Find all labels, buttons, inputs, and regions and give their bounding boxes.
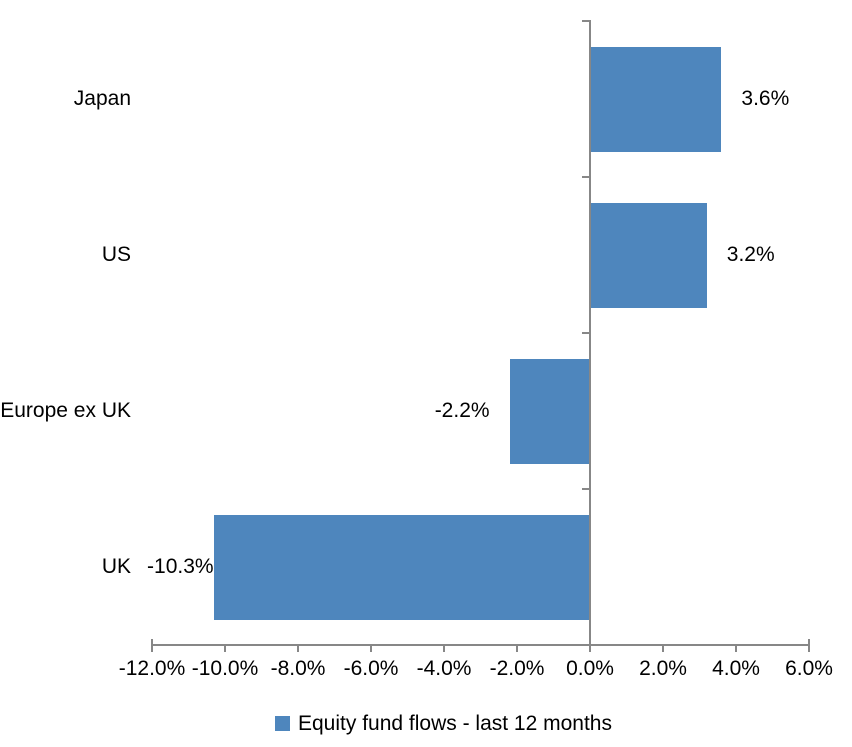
legend: Equity fund flows - last 12 months [275, 711, 612, 736]
value-label-japan: 3.6% [741, 87, 790, 110]
y-axis-line [589, 20, 591, 652]
x-axis-tick [735, 644, 737, 652]
x-tick-label--10-0-: -10.0% [191, 657, 259, 680]
category-label-us: US [101, 243, 131, 266]
x-tick-label--12-0-: -12.0% [118, 657, 186, 680]
x-tick-label--6-0-: -6.0% [343, 657, 399, 680]
bar-us [590, 202, 707, 308]
x-tick-label--4-0-: -4.0% [416, 657, 472, 680]
x-axis-tick [516, 644, 518, 652]
x-axis-tick [224, 644, 226, 652]
x-axis-tick [297, 644, 299, 652]
x-tick-label-2-0-: 2.0% [639, 657, 687, 680]
x-tick-label--8-0-: -8.0% [270, 657, 326, 680]
bar-europe-ex-uk [509, 358, 590, 464]
x-axis-tick [808, 639, 810, 652]
y-axis-tick [582, 488, 589, 490]
y-axis-tick [582, 20, 589, 22]
x-tick-label-6-0-: 6.0% [785, 657, 833, 680]
x-tick-label-0-0-: 0.0% [566, 657, 614, 680]
x-axis-line [152, 644, 809, 646]
x-axis-tick [443, 644, 445, 652]
x-axis-tick [370, 644, 372, 652]
value-label-europe-ex-uk: -2.2% [434, 399, 490, 422]
category-label-uk: UK [101, 555, 131, 578]
value-label-uk: -10.3% [147, 555, 214, 578]
x-tick-label-4-0-: 4.0% [712, 657, 760, 680]
y-axis-tick [582, 176, 589, 178]
category-label-europe-ex-uk: Europe ex UK [0, 399, 131, 422]
legend-label: Equity fund flows - last 12 months [298, 712, 612, 735]
y-axis-tick [582, 332, 589, 334]
bar-uk [214, 514, 590, 620]
legend-marker-icon [275, 716, 290, 731]
x-axis-tick [662, 644, 664, 652]
value-label-us: 3.2% [726, 243, 775, 266]
category-label-japan: Japan [73, 87, 131, 110]
bar-japan [590, 46, 722, 152]
x-tick-label--2-0-: -2.0% [489, 657, 545, 680]
